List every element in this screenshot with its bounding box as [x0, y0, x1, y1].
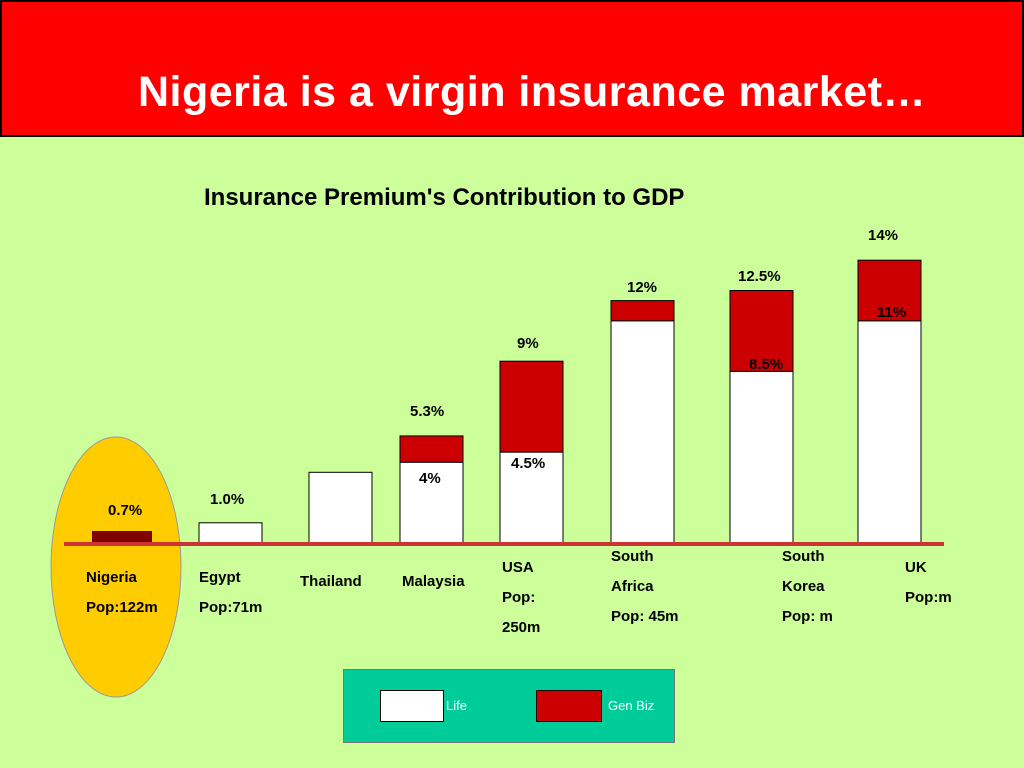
bar-usa-gen-biz: [499, 360, 564, 453]
category-label-thailand: Thailand: [300, 567, 362, 597]
category-label-line: Korea: [782, 578, 825, 595]
category-label-line: USA: [502, 559, 534, 576]
inner-label-usa: 4.5%: [511, 455, 546, 472]
bar-south-korea-life: [729, 370, 794, 544]
bar-malaysia-gen-biz: [399, 435, 464, 463]
bar-uk-life: [857, 320, 922, 544]
bar-south-africa-gen-biz: [610, 300, 675, 322]
category-label-line: Nigeria: [86, 569, 137, 586]
bar-south-korea-gen-biz: [729, 290, 794, 372]
bar-thailand-life: [308, 471, 373, 544]
total-label-malaysia: 5.3%: [410, 403, 445, 420]
inner-label-malaysia: 4%: [419, 470, 441, 487]
legend-swatch-gen-biz: [536, 690, 602, 722]
total-label-uk: 14%: [868, 227, 899, 244]
category-label-line: Pop: m: [782, 608, 833, 625]
total-label-south-korea: 12.5%: [738, 268, 781, 285]
bar-nigeria-gen-biz: [92, 531, 152, 543]
category-label-line: UK: [905, 559, 927, 576]
inner-label-south-korea: 8.5%: [749, 356, 784, 373]
total-label-egypt: 1.0%: [210, 491, 245, 508]
bar-south-africa-life: [610, 320, 675, 544]
category-label-line: Pop:: [502, 589, 536, 606]
legend-label-gen-biz: Gen Biz: [608, 698, 655, 713]
category-label-nigeria: Nigeria Pop:122m: [86, 563, 158, 623]
bar-uk-gen-biz: [857, 259, 922, 322]
category-label-line: Pop: 45m: [611, 608, 679, 625]
category-label-line: Malaysia: [402, 573, 465, 590]
total-label-usa: 9%: [517, 335, 539, 352]
category-label-line: Egypt: [199, 569, 241, 586]
legend-label-life: Life: [446, 698, 467, 713]
category-label-line: Pop:71m: [199, 599, 263, 616]
inner-label-uk: 11%: [877, 304, 907, 321]
total-label-south-africa: 12%: [627, 279, 658, 296]
chart-title: Insurance Premium's Contribution to GDP: [204, 184, 685, 211]
category-label-malaysia: Malaysia: [402, 567, 465, 597]
category-label-line: Africa: [611, 578, 654, 595]
category-label-south-korea: South Korea Pop: m: [782, 542, 833, 632]
category-label-line: Thailand: [300, 573, 362, 590]
category-label-line: 250m: [502, 619, 541, 636]
category-label-line: South: [611, 548, 654, 565]
legend: Life Gen Biz: [343, 669, 675, 743]
total-label-nigeria: 0.7%: [108, 502, 143, 519]
title-banner: Nigeria is a virgin insurance market…: [0, 0, 1024, 137]
category-label-line: Pop:122m: [86, 599, 158, 616]
bar-egypt-life: [198, 522, 263, 544]
legend-swatch-life: [380, 690, 444, 722]
category-label-uk: UK Pop:m: [905, 553, 952, 613]
category-label-usa: USA Pop: 250m: [502, 553, 540, 643]
category-label-line: Pop:m: [905, 589, 952, 606]
category-label-egypt: Egypt Pop:71m: [199, 563, 262, 623]
slide-title: Nigeria is a virgin insurance market…: [138, 68, 927, 116]
category-label-line: South: [782, 548, 825, 565]
nigeria-highlight-ellipse: [50, 436, 182, 698]
category-label-south-africa: South Africa Pop: 45m: [611, 542, 679, 632]
